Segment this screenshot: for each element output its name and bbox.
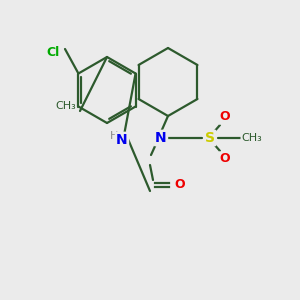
- Text: N: N: [155, 131, 167, 145]
- Text: O: O: [220, 152, 230, 166]
- Text: O: O: [220, 110, 230, 124]
- Text: CH₃: CH₃: [56, 101, 76, 111]
- Text: O: O: [175, 178, 185, 191]
- Text: H: H: [110, 131, 118, 141]
- Text: CH₃: CH₃: [242, 133, 262, 143]
- Text: S: S: [205, 131, 215, 145]
- Text: Cl: Cl: [46, 46, 60, 59]
- Text: N: N: [116, 133, 128, 147]
